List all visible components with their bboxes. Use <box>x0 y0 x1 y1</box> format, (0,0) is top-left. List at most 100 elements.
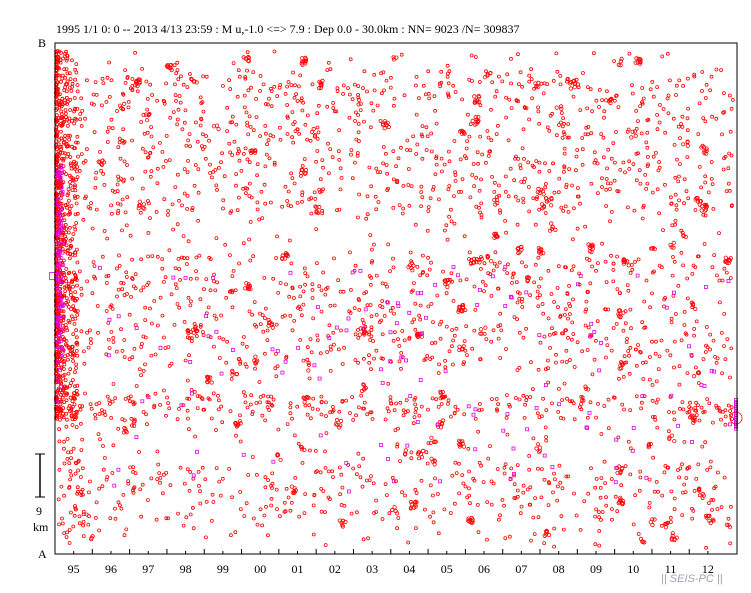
event-marker <box>250 412 255 417</box>
event-marker <box>608 187 612 192</box>
event-marker <box>202 407 207 412</box>
event-marker <box>319 399 324 404</box>
event-marker <box>619 483 624 488</box>
event-marker <box>353 110 358 115</box>
event-marker <box>638 536 644 542</box>
event-marker <box>69 204 74 209</box>
event-marker <box>496 286 500 291</box>
event-marker <box>646 443 651 448</box>
event-marker <box>64 284 69 289</box>
event-marker <box>194 334 199 339</box>
event-marker <box>402 93 407 98</box>
event-marker <box>117 253 121 258</box>
event-marker <box>562 165 567 170</box>
event-marker <box>723 255 728 260</box>
event-marker <box>320 208 325 213</box>
event-marker <box>519 247 524 252</box>
event-marker <box>201 109 206 114</box>
event-marker <box>246 132 251 137</box>
event-marker <box>126 481 131 486</box>
event-marker <box>211 391 216 396</box>
event-marker-square <box>726 279 731 283</box>
event-marker <box>259 189 264 194</box>
event-marker <box>498 356 503 360</box>
event-marker <box>637 168 642 173</box>
event-marker <box>609 348 614 353</box>
event-marker-square <box>614 437 619 442</box>
event-marker <box>395 444 400 449</box>
event-marker-square <box>524 290 529 295</box>
event-marker <box>213 288 218 293</box>
event-marker <box>729 346 734 351</box>
event-marker <box>141 112 146 118</box>
event-marker <box>638 475 643 480</box>
event-marker <box>68 383 72 388</box>
event-marker <box>375 170 380 175</box>
event-marker <box>317 284 322 289</box>
event-marker <box>328 303 333 308</box>
event-marker <box>485 255 490 260</box>
event-marker <box>274 322 279 327</box>
event-marker <box>522 176 528 181</box>
event-marker <box>351 466 356 471</box>
event-marker <box>262 513 267 518</box>
event-marker <box>673 175 678 180</box>
event-marker <box>217 356 222 360</box>
event-marker <box>61 231 66 236</box>
event-marker <box>582 499 587 504</box>
event-marker <box>659 338 664 343</box>
event-marker <box>113 506 117 511</box>
event-marker <box>154 209 159 214</box>
event-marker <box>352 160 357 165</box>
event-marker <box>449 219 454 224</box>
event-marker <box>261 82 266 87</box>
event-marker <box>80 404 85 409</box>
event-marker <box>138 210 143 215</box>
event-marker <box>699 405 704 410</box>
event-marker-square <box>204 314 209 319</box>
event-marker <box>216 165 221 170</box>
event-marker <box>403 448 408 453</box>
event-marker <box>70 280 75 284</box>
event-marker <box>419 132 424 137</box>
event-marker <box>517 397 522 402</box>
event-marker <box>521 196 525 201</box>
event-marker <box>60 358 64 362</box>
event-marker <box>714 360 719 365</box>
event-marker <box>669 201 674 206</box>
event-marker <box>616 435 621 440</box>
event-marker <box>65 102 69 106</box>
event-marker <box>544 435 548 439</box>
event-marker <box>70 252 75 257</box>
event-marker-square <box>557 402 561 407</box>
event-marker-square <box>106 353 111 358</box>
event-marker <box>157 140 162 145</box>
event-marker <box>204 134 209 138</box>
event-marker <box>83 391 87 396</box>
event-marker <box>289 500 294 505</box>
event-marker <box>446 149 451 154</box>
event-marker <box>503 462 508 467</box>
event-marker <box>620 402 625 407</box>
event-marker <box>237 158 242 163</box>
event-marker <box>612 178 617 183</box>
event-marker <box>628 408 633 413</box>
event-marker <box>561 130 566 135</box>
event-marker <box>382 88 386 93</box>
event-marker <box>536 466 540 471</box>
event-marker <box>634 347 638 352</box>
event-marker <box>133 50 138 55</box>
event-marker <box>696 254 701 259</box>
event-marker <box>262 182 267 187</box>
event-marker <box>318 85 323 91</box>
event-marker <box>74 70 79 75</box>
event-marker <box>685 410 690 415</box>
event-marker <box>528 485 533 490</box>
event-marker <box>642 325 647 330</box>
event-marker <box>354 472 359 477</box>
event-marker <box>505 432 510 437</box>
event-marker <box>559 205 564 210</box>
event-marker <box>160 313 165 318</box>
event-marker <box>225 105 230 110</box>
event-marker <box>701 212 706 217</box>
